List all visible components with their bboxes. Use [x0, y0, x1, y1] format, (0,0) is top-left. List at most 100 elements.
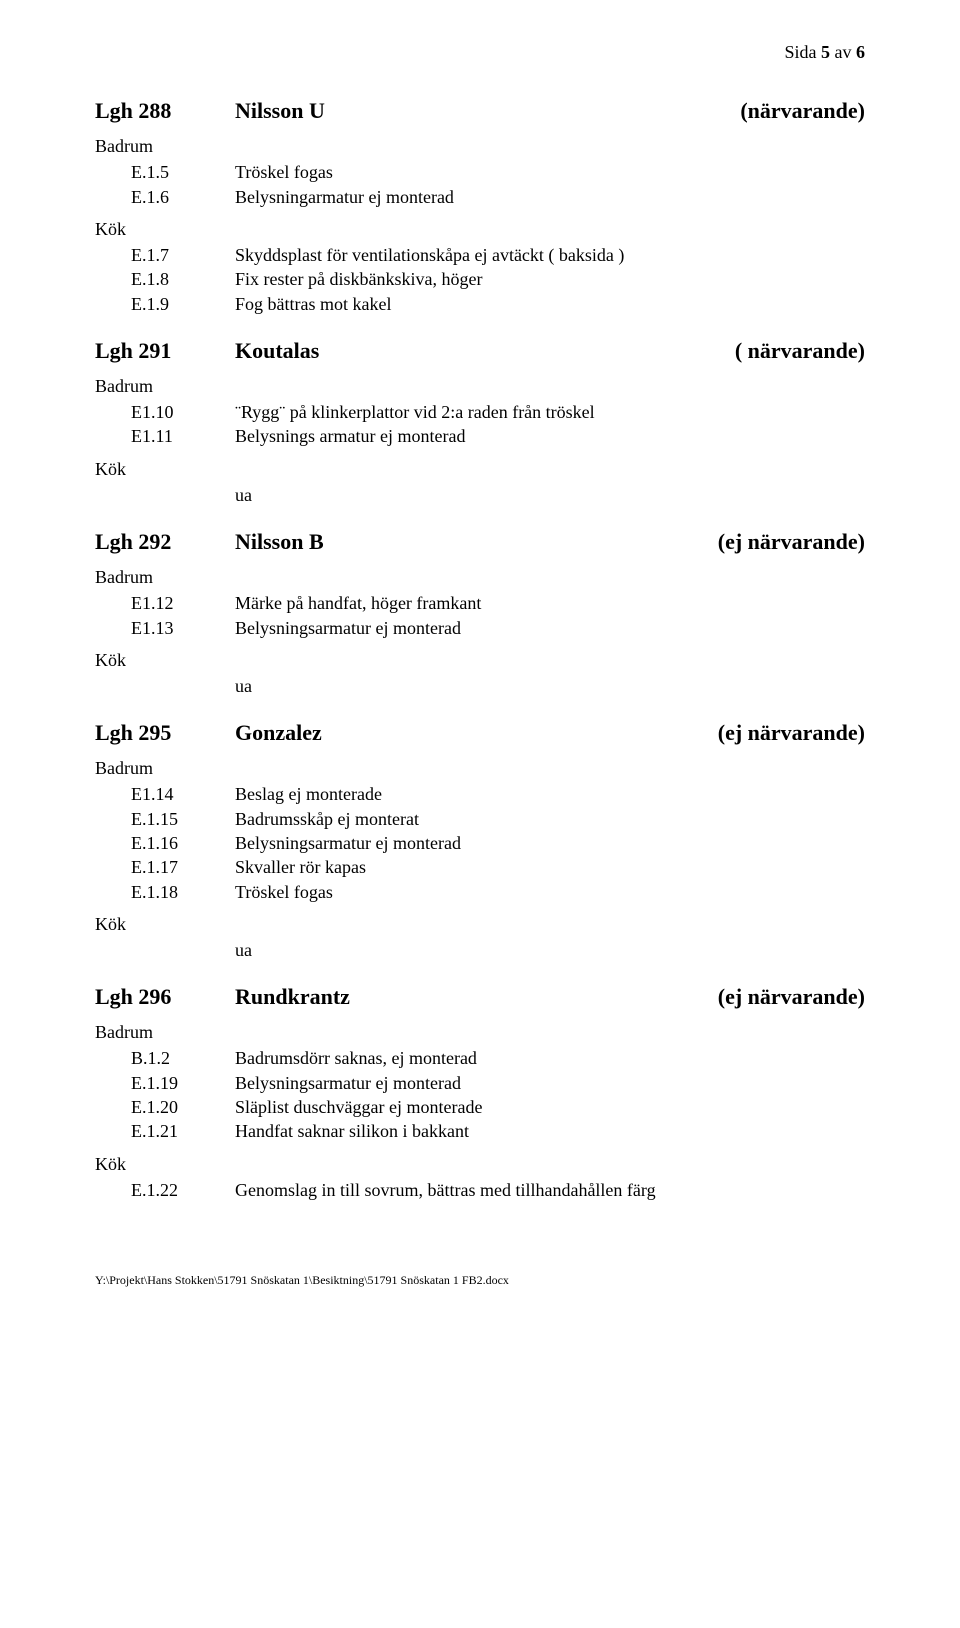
- defect-code: E.1.18: [95, 880, 235, 904]
- ua-text: ua: [235, 674, 865, 698]
- room-label-badrum: Badrum: [95, 565, 865, 589]
- defect-desc: Belysningsarmatur ej monterad: [235, 1071, 865, 1095]
- defect-desc: Tröskel fogas: [235, 880, 865, 904]
- defect-row: E.1.9 Fog bättras mot kakel: [95, 292, 865, 316]
- defect-row: E.1.20 Släplist duschväggar ej monterade: [95, 1095, 865, 1119]
- unit-section: Lgh 291 Koutalas ( närvarande) Badrum E1…: [95, 336, 865, 507]
- page-current: 5: [821, 42, 830, 62]
- room-label-kok: Kök: [95, 457, 865, 481]
- defect-desc: Tröskel fogas: [235, 160, 865, 184]
- page-sep: av: [830, 42, 856, 62]
- defect-code: E.1.5: [95, 160, 235, 184]
- defect-row: E.1.5 Tröskel fogas: [95, 160, 865, 184]
- unit-section: Lgh 296 Rundkrantz (ej närvarande) Badru…: [95, 982, 865, 1202]
- page-prefix: Sida: [784, 42, 821, 62]
- defect-desc: Släplist duschväggar ej monterade: [235, 1095, 865, 1119]
- defect-desc: Skyddsplast för ventilationskåpa ej avtä…: [235, 243, 865, 267]
- defect-desc: Fix rester på diskbänkskiva, höger: [235, 267, 865, 291]
- unit-section: Lgh 295 Gonzalez (ej närvarande) Badrum …: [95, 718, 865, 962]
- room-label-kok: Kök: [95, 1152, 865, 1176]
- defect-code: E.1.19: [95, 1071, 235, 1095]
- defect-row: E1.11 Belysnings armatur ej monterad: [95, 424, 865, 448]
- defect-code: E.1.15: [95, 807, 235, 831]
- page-number: Sida 5 av 6: [95, 40, 865, 64]
- defect-code: E.1.7: [95, 243, 235, 267]
- unit-number: Lgh 288: [95, 96, 235, 126]
- defect-row: E.1.21 Handfat saknar silikon i bakkant: [95, 1119, 865, 1143]
- defect-desc: Belysningarmatur ej monterad: [235, 185, 865, 209]
- room-label-kok: Kök: [95, 648, 865, 672]
- defect-row: E.1.18 Tröskel fogas: [95, 880, 865, 904]
- defect-code: E.1.22: [95, 1178, 235, 1202]
- defect-row: E.1.17 Skvaller rör kapas: [95, 855, 865, 879]
- defect-desc: Belysningsarmatur ej monterad: [235, 831, 865, 855]
- ua-row: ua: [95, 483, 865, 507]
- unit-section: Lgh 292 Nilsson B (ej närvarande) Badrum…: [95, 527, 865, 698]
- defect-desc: Märke på handfat, höger framkant: [235, 591, 865, 615]
- defect-row: E.1.8 Fix rester på diskbänkskiva, höger: [95, 267, 865, 291]
- ua-text: ua: [235, 938, 865, 962]
- unit-header: Lgh 288 Nilsson U (närvarande): [95, 96, 865, 126]
- defect-desc: Belysnings armatur ej monterad: [235, 424, 865, 448]
- defect-row: E.1.6 Belysningarmatur ej monterad: [95, 185, 865, 209]
- unit-tenant: Gonzalez: [235, 718, 698, 748]
- defect-desc: Handfat saknar silikon i bakkant: [235, 1119, 865, 1143]
- defect-row: E1.13 Belysningsarmatur ej monterad: [95, 616, 865, 640]
- defect-desc: Skvaller rör kapas: [235, 855, 865, 879]
- defect-row: E1.12 Märke på handfat, höger framkant: [95, 591, 865, 615]
- ua-row: ua: [95, 938, 865, 962]
- defect-desc: Badrumsdörr saknas, ej monterad: [235, 1046, 865, 1070]
- footer-path: Y:\Projekt\Hans Stokken\51791 Snöskatan …: [95, 1272, 865, 1288]
- room-label-badrum: Badrum: [95, 1020, 865, 1044]
- unit-header: Lgh 292 Nilsson B (ej närvarande): [95, 527, 865, 557]
- defect-code: E.1.8: [95, 267, 235, 291]
- unit-header: Lgh 291 Koutalas ( närvarande): [95, 336, 865, 366]
- defect-row: E.1.7 Skyddsplast för ventilationskåpa e…: [95, 243, 865, 267]
- defect-desc: ¨Rygg¨ på klinkerplattor vid 2:a raden f…: [235, 400, 865, 424]
- unit-tenant: Koutalas: [235, 336, 715, 366]
- unit-presence: ( närvarande): [715, 336, 865, 366]
- defect-desc: Belysningsarmatur ej monterad: [235, 616, 865, 640]
- unit-presence: (ej närvarande): [698, 982, 865, 1012]
- defect-code: E.1.21: [95, 1119, 235, 1143]
- ua-row: ua: [95, 674, 865, 698]
- defect-code: E.1.6: [95, 185, 235, 209]
- defect-code: E1.13: [95, 616, 235, 640]
- unit-number: Lgh 295: [95, 718, 235, 748]
- unit-tenant: Nilsson B: [235, 527, 698, 557]
- unit-number: Lgh 292: [95, 527, 235, 557]
- defect-row: E.1.16 Belysningsarmatur ej monterad: [95, 831, 865, 855]
- unit-number: Lgh 291: [95, 336, 235, 366]
- defect-desc: Beslag ej monterade: [235, 782, 865, 806]
- defect-code: E1.14: [95, 782, 235, 806]
- defect-code: E1.10: [95, 400, 235, 424]
- room-label-badrum: Badrum: [95, 756, 865, 780]
- defect-code: B.1.2: [95, 1046, 235, 1070]
- defect-row: E.1.19 Belysningsarmatur ej monterad: [95, 1071, 865, 1095]
- defect-code: E1.12: [95, 591, 235, 615]
- unit-section: Lgh 288 Nilsson U (närvarande) Badrum E.…: [95, 96, 865, 316]
- defect-code: E.1.16: [95, 831, 235, 855]
- unit-presence: (ej närvarande): [698, 718, 865, 748]
- defect-code: E.1.17: [95, 855, 235, 879]
- unit-header: Lgh 295 Gonzalez (ej närvarande): [95, 718, 865, 748]
- unit-header: Lgh 296 Rundkrantz (ej närvarande): [95, 982, 865, 1012]
- defect-row: E.1.22 Genomslag in till sovrum, bättras…: [95, 1178, 865, 1202]
- unit-presence: (närvarande): [720, 96, 865, 126]
- defect-row: E1.14 Beslag ej monterade: [95, 782, 865, 806]
- page-total: 6: [856, 42, 865, 62]
- room-label-badrum: Badrum: [95, 374, 865, 398]
- room-label-kok: Kök: [95, 912, 865, 936]
- unit-presence: (ej närvarande): [698, 527, 865, 557]
- room-label-badrum: Badrum: [95, 134, 865, 158]
- defect-desc: Genomslag in till sovrum, bättras med ti…: [235, 1178, 865, 1202]
- unit-number: Lgh 296: [95, 982, 235, 1012]
- ua-text: ua: [235, 483, 865, 507]
- unit-tenant: Nilsson U: [235, 96, 720, 126]
- defect-code: E1.11: [95, 424, 235, 448]
- unit-tenant: Rundkrantz: [235, 982, 698, 1012]
- defect-row: B.1.2 Badrumsdörr saknas, ej monterad: [95, 1046, 865, 1070]
- room-label-kok: Kök: [95, 217, 865, 241]
- defect-row: E.1.15 Badrumsskåp ej monterat: [95, 807, 865, 831]
- defect-desc: Badrumsskåp ej monterat: [235, 807, 865, 831]
